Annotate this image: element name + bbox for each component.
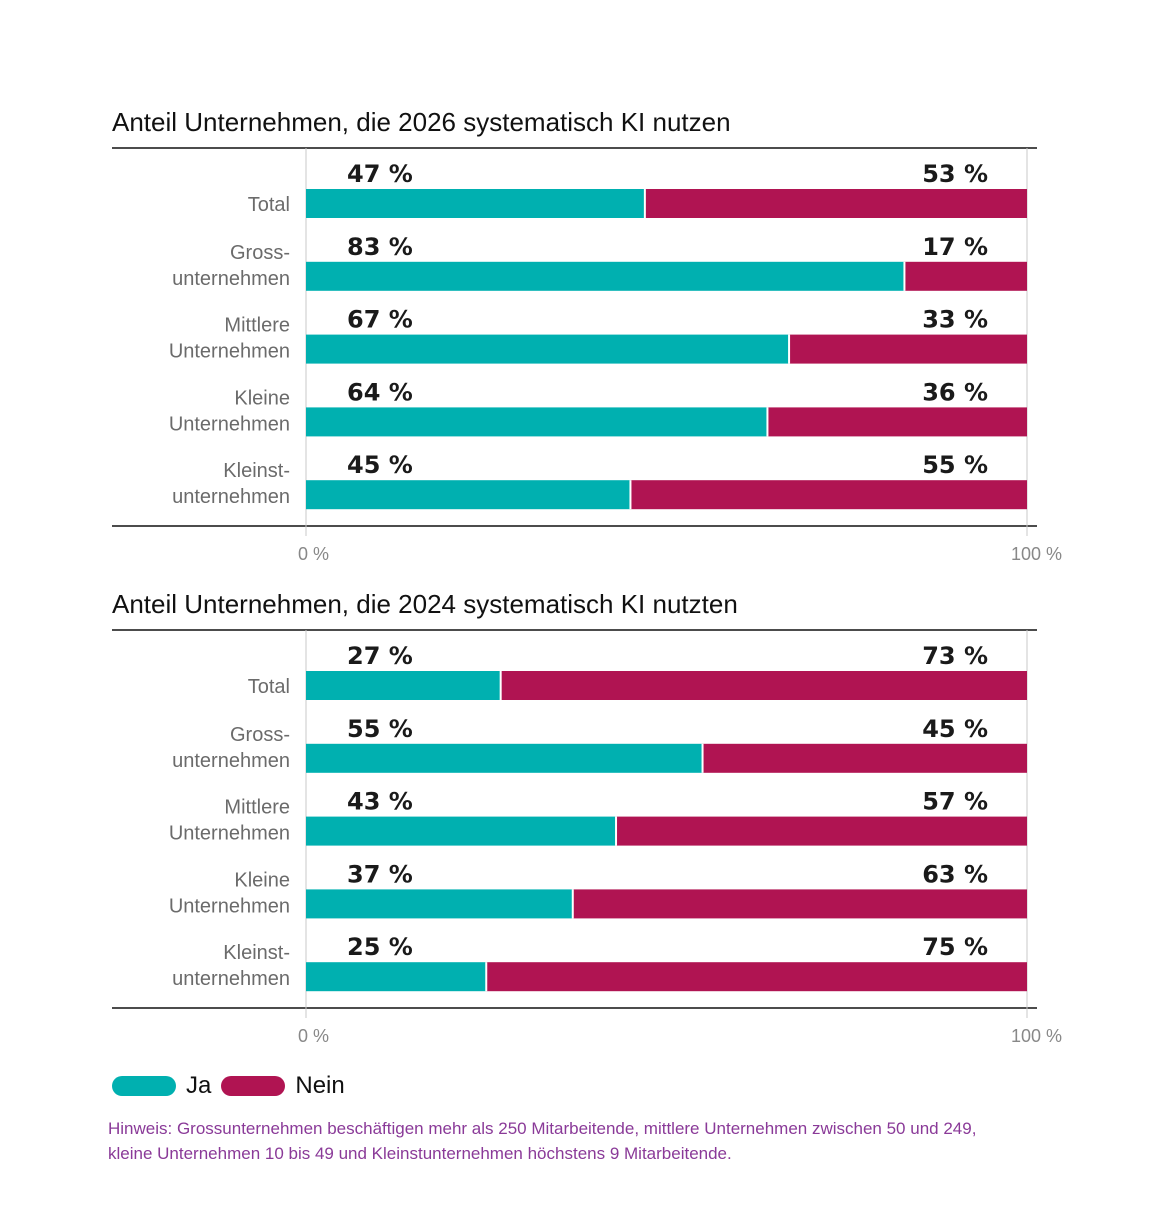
bar-ja — [306, 407, 768, 437]
bar-nein — [572, 889, 1027, 919]
data-label-nein: 33 % — [922, 306, 988, 334]
category-label-line: Gross- — [230, 242, 290, 264]
bar-nein — [500, 671, 1027, 700]
data-label-ja: 47 % — [347, 160, 413, 188]
data-label-nein: 57 % — [922, 788, 988, 816]
bar-nein — [486, 962, 1027, 992]
tick-label-0: 0 % — [298, 544, 329, 564]
data-label-nein: 17 % — [922, 233, 988, 261]
legend: Ja Nein — [112, 1068, 355, 1104]
data-label-ja: 27 % — [347, 642, 413, 670]
category-label-line: Gross- — [230, 724, 290, 746]
category-label-line: Kleinst- — [223, 942, 290, 964]
footnote: Hinweis: Grossunternehmen beschäftigen m… — [108, 1119, 977, 1163]
category-label: Kleinst-unternehmen — [172, 942, 290, 990]
category-label-line: unternehmen — [172, 486, 290, 508]
category-label-line: Kleine — [234, 387, 290, 409]
category-label-line: Mittlere — [224, 797, 290, 819]
bar-ja — [306, 480, 631, 510]
data-label-nein: 63 % — [922, 860, 988, 888]
bar-ja — [306, 334, 790, 364]
legend-swatch-nein — [221, 1076, 286, 1096]
bar-ja — [306, 189, 645, 218]
category-label-line: Unternehmen — [169, 895, 290, 917]
category-label-line: Unternehmen — [169, 413, 290, 435]
category-label: Mittlere Unternehmen — [169, 797, 290, 845]
category-label-line: Unternehmen — [169, 823, 290, 845]
bar-ja — [306, 889, 573, 919]
category-label-line: Kleinst- — [223, 460, 290, 482]
tick-label-100: 100 % — [1011, 1026, 1062, 1046]
legend-label-ja: Ja — [186, 1072, 212, 1099]
category-label: Total — [248, 676, 290, 698]
bar-nein — [616, 816, 1027, 846]
data-label-nein: 45 % — [922, 715, 988, 743]
category-label: Kleine Unternehmen — [169, 387, 290, 435]
data-label-ja: 64 % — [347, 378, 413, 406]
legend-swatch-ja — [112, 1076, 176, 1096]
data-label-nein: 36 % — [922, 378, 988, 406]
data-label-ja: 45 % — [347, 451, 413, 479]
bar-ja — [306, 671, 501, 700]
bar-ja — [306, 743, 703, 773]
chart-title: Anteil Unternehmen, die 2024 systematisc… — [112, 589, 738, 619]
data-label-nein: 53 % — [922, 160, 988, 188]
bar-nein — [789, 334, 1027, 364]
data-label-ja: 37 % — [347, 860, 413, 888]
category-label-line: unternehmen — [172, 268, 290, 290]
category-label-line: unternehmen — [172, 968, 290, 990]
category-label: Gross-unternehmen — [172, 242, 290, 290]
bar-nein — [644, 189, 1027, 218]
bar-ja — [306, 261, 905, 291]
data-label-nein: 73 % — [922, 642, 988, 670]
category-label-line: unternehmen — [172, 750, 290, 772]
tick-label-100: 100 % — [1011, 544, 1062, 564]
legend-item-nein: Nein — [221, 1072, 345, 1100]
legend-label-nein: Nein — [295, 1072, 345, 1099]
category-label: Total — [248, 194, 290, 216]
category-label: Mittlere Unternehmen — [169, 315, 290, 363]
bar-nein — [630, 480, 1027, 510]
tick-label-0: 0 % — [298, 1026, 329, 1046]
data-label-nein: 55 % — [922, 451, 988, 479]
bar-nein — [702, 743, 1027, 773]
category-label-line: Unternehmen — [169, 341, 290, 363]
chart-title: Anteil Unternehmen, die 2026 systematisc… — [112, 107, 731, 137]
charts-container: Anteil Unternehmen, die 2026 systematisc… — [112, 107, 1062, 1046]
data-label-ja: 25 % — [347, 933, 413, 961]
category-label: Gross-unternehmen — [172, 724, 290, 772]
bar-nein — [767, 407, 1027, 437]
bar-nein — [904, 261, 1027, 291]
data-label-ja: 55 % — [347, 715, 413, 743]
category-label-line: Kleine — [234, 869, 290, 891]
data-label-ja: 43 % — [347, 788, 413, 816]
category-label-line: Mittlere — [224, 315, 290, 337]
bar-ja — [306, 816, 617, 846]
bar-ja — [306, 962, 487, 992]
data-label-ja: 67 % — [347, 306, 413, 334]
legend-item-ja: Ja — [112, 1072, 211, 1100]
chart-2: Anteil Unternehmen, die 2024 systematisc… — [112, 589, 1062, 1046]
data-label-ja: 83 % — [347, 233, 413, 261]
chart-1: Anteil Unternehmen, die 2026 systematisc… — [112, 107, 1062, 564]
data-label-nein: 75 % — [922, 933, 988, 961]
category-label: Kleinst-unternehmen — [172, 460, 290, 508]
category-label: Kleine Unternehmen — [169, 869, 290, 917]
